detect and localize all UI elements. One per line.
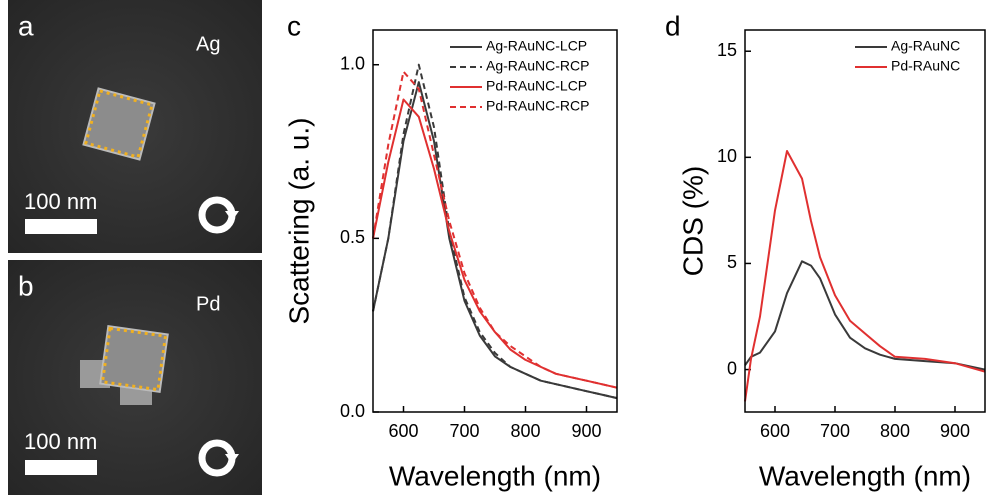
y-axis-title: CDS (%) [677,166,708,276]
x-tick-label: 600 [388,421,418,441]
y-tick-label: 5 [727,252,737,272]
outline-square [84,89,154,159]
legend-label: Pd-RAuNC-RCP [486,98,589,114]
x-tick-label: 700 [449,421,479,441]
micrograph-panel: b Pd 100 nm [8,260,262,495]
x-tick-label: 900 [940,421,970,441]
y-tick-label: 0.0 [340,401,365,421]
x-axis-title: Wavelength (nm) [389,460,601,491]
data-line [372,70,618,389]
scale-label: 100 nm [24,189,97,214]
y-tick-label: 0.5 [340,227,365,247]
x-tick-label: 900 [571,421,601,441]
legend-label: Ag-RAuNC-LCP [486,38,587,54]
y-axis-title: Scattering (a. u.) [283,118,314,325]
rotation-arrow [225,454,239,464]
y-tick-label: 1.0 [340,53,365,73]
scale-label: 100 nm [24,429,97,454]
panel-label: a [18,10,34,41]
data-line [744,150,986,402]
plot-frame [372,29,618,413]
legend-label: Ag-RAuNC-RCP [486,58,589,74]
panel-label: c [287,10,301,41]
outline-square [100,326,168,392]
y-tick-label: 10 [717,146,737,166]
rotation-arrow [225,211,239,221]
x-tick-label: 600 [760,421,790,441]
y-tick-label: 0 [727,358,737,378]
data-line [372,98,618,389]
scale-bar [25,460,97,475]
x-tick-label: 800 [510,421,540,441]
panel-label: d [665,10,681,41]
x-tick-label: 700 [820,421,850,441]
element-label: Pd [196,293,220,315]
plot-frame [744,29,986,413]
element-label: Ag [196,33,220,55]
panel-label: b [18,270,34,301]
data-line [744,260,986,371]
legend-label: Pd-RAuNC-LCP [486,78,587,94]
particle [99,324,169,394]
particle [82,87,156,161]
x-axis-title: Wavelength (nm) [759,460,971,491]
data-line [372,81,618,400]
x-tick-label: 800 [880,421,910,441]
scale-bar [25,219,97,234]
y-tick-label: 15 [717,40,737,60]
legend-label: Ag-RAuNC [891,38,960,54]
data-line [372,63,618,400]
legend-label: Pd-RAuNC [891,58,960,74]
micrograph-panel: a Ag 100 nm [8,0,262,253]
